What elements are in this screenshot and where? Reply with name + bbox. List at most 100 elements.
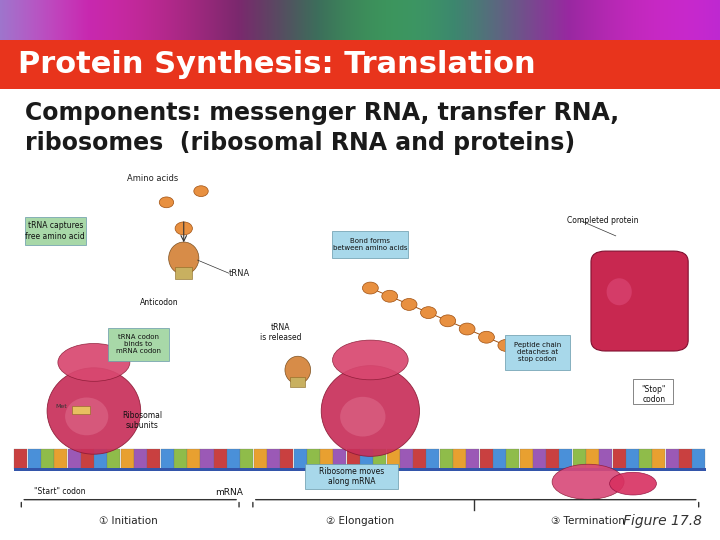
Bar [639, 449, 652, 469]
Bar [533, 449, 546, 469]
Circle shape [498, 340, 514, 352]
Circle shape [517, 348, 533, 360]
Bar [72, 406, 90, 414]
Bar [187, 449, 200, 469]
Bar [134, 449, 147, 469]
Bar [294, 449, 307, 469]
Bar [413, 449, 426, 469]
Text: ③ Termination: ③ Termination [551, 516, 625, 526]
Ellipse shape [321, 366, 420, 456]
Bar [68, 449, 81, 469]
Bar [27, 449, 41, 469]
Bar [360, 449, 373, 469]
Bar [493, 449, 506, 469]
Bar [572, 449, 585, 469]
Text: Components: messenger RNA, transfer RNA,: Components: messenger RNA, transfer RNA, [25, 102, 619, 125]
Bar [305, 464, 398, 489]
Bar [599, 449, 612, 469]
Bar [290, 377, 305, 388]
Text: Ribosomal
subunits: Ribosomal subunits [122, 410, 162, 430]
Circle shape [159, 197, 174, 208]
Text: ① Initiation: ① Initiation [99, 516, 158, 526]
Bar [666, 449, 679, 469]
Bar [175, 267, 192, 279]
Text: Bond forms
between amino acids: Bond forms between amino acids [333, 238, 408, 251]
Bar [613, 449, 626, 469]
Text: Met: Met [55, 404, 68, 409]
Circle shape [401, 299, 417, 310]
Text: Amino acids: Amino acids [127, 174, 179, 183]
Bar [400, 449, 413, 469]
Ellipse shape [58, 343, 130, 381]
Circle shape [175, 222, 192, 235]
Bar [148, 449, 161, 469]
Circle shape [194, 186, 208, 197]
Ellipse shape [333, 340, 408, 380]
Ellipse shape [65, 397, 108, 435]
Bar [307, 449, 320, 469]
Bar [387, 449, 400, 469]
Bar [0, 40, 720, 89]
Bar [506, 449, 519, 469]
Bar [200, 449, 214, 469]
Bar [679, 449, 692, 469]
Circle shape [362, 282, 378, 294]
Bar [267, 449, 280, 469]
Ellipse shape [285, 356, 310, 384]
Bar [520, 449, 533, 469]
Bar [333, 231, 408, 258]
Bar [14, 468, 706, 471]
Bar [108, 328, 169, 361]
Bar [559, 449, 572, 469]
Circle shape [440, 315, 456, 327]
Bar [693, 449, 706, 469]
Bar [174, 449, 187, 469]
Bar [467, 449, 480, 469]
Bar [81, 449, 94, 469]
Bar [280, 449, 293, 469]
Text: tRNA captures
free amino acid: tRNA captures free amino acid [25, 221, 85, 241]
Bar [626, 449, 639, 469]
Bar [24, 217, 86, 245]
Circle shape [479, 331, 495, 343]
Text: Peptide chain
detaches at
stop codon: Peptide chain detaches at stop codon [514, 342, 561, 362]
Text: tRNA: tRNA [229, 268, 250, 278]
Ellipse shape [47, 368, 140, 454]
Bar [41, 449, 54, 469]
Ellipse shape [340, 397, 385, 436]
Text: Protein Synthesis: Translation: Protein Synthesis: Translation [18, 50, 536, 79]
Bar [253, 449, 266, 469]
Text: ② Elongation: ② Elongation [326, 516, 394, 526]
Text: Figure 17.8: Figure 17.8 [623, 514, 702, 528]
Circle shape [382, 291, 397, 302]
Circle shape [420, 307, 436, 319]
Bar [426, 449, 439, 469]
FancyBboxPatch shape [591, 251, 688, 351]
Bar [333, 449, 346, 469]
Bar [480, 449, 492, 469]
Ellipse shape [606, 278, 632, 305]
Bar [227, 449, 240, 469]
Text: Ribosome moves
along mRNA: Ribosome moves along mRNA [319, 467, 384, 486]
Bar [453, 449, 466, 469]
Bar [14, 449, 27, 469]
Text: mRNA: mRNA [215, 489, 243, 497]
Bar [546, 449, 559, 469]
Bar [320, 449, 333, 469]
Text: tRNA codon
binds to
mRNA codon: tRNA codon binds to mRNA codon [116, 334, 161, 354]
Bar [373, 449, 387, 469]
Text: tRNA
is released: tRNA is released [260, 323, 301, 342]
Bar [652, 449, 665, 469]
Bar [121, 449, 134, 469]
Ellipse shape [610, 472, 657, 495]
Text: ribosomes  (ribosomal RNA and proteins): ribosomes (ribosomal RNA and proteins) [25, 131, 575, 155]
Bar [505, 335, 570, 370]
Bar [240, 449, 253, 469]
Circle shape [459, 323, 475, 335]
Bar [161, 449, 174, 469]
Ellipse shape [168, 242, 199, 274]
Text: Completed protein: Completed protein [567, 217, 639, 226]
Bar [107, 449, 120, 469]
Text: "Stop"
codon: "Stop" codon [642, 384, 666, 404]
Bar [54, 449, 67, 469]
